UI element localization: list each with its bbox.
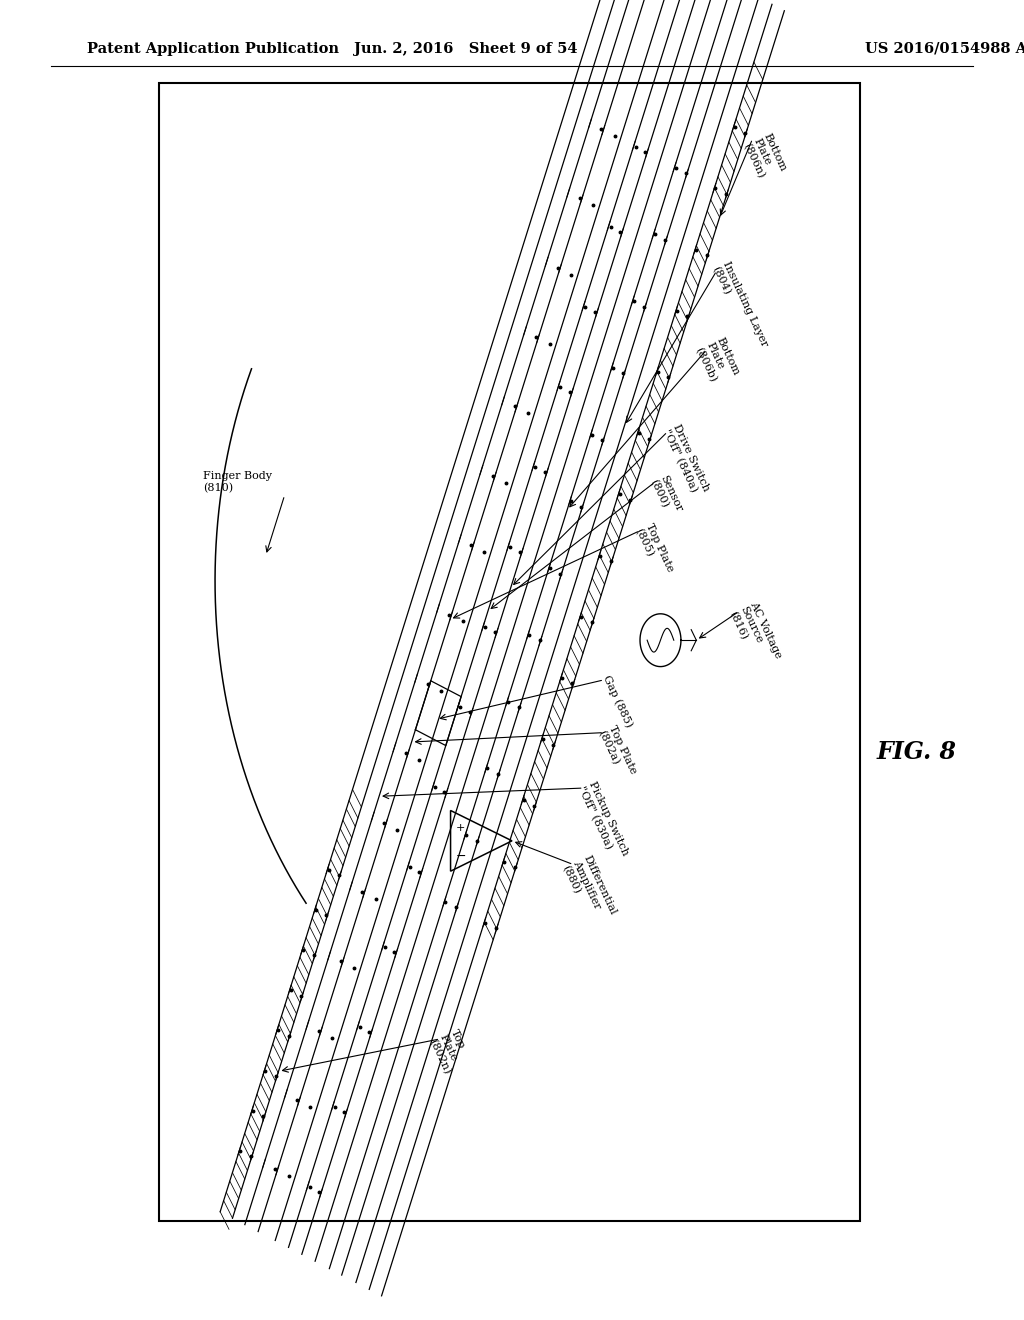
- Text: US 2016/0154988 A1: US 2016/0154988 A1: [865, 42, 1024, 55]
- Text: Bottom
Plate
(806b): Bottom Plate (806b): [693, 337, 741, 388]
- Text: Top Plate
(802a): Top Plate (802a): [596, 723, 638, 780]
- Text: Sensor
(800): Sensor (800): [647, 473, 684, 517]
- Text: +: +: [456, 822, 466, 833]
- Text: FIG. 8: FIG. 8: [877, 741, 956, 764]
- Text: Finger Body
(810): Finger Body (810): [203, 471, 271, 492]
- Text: −: −: [456, 850, 466, 863]
- Text: Gap (885): Gap (885): [601, 673, 635, 729]
- Text: Drive Switch
"Off" (840a): Drive Switch "Off" (840a): [660, 422, 712, 499]
- Text: Patent Application Publication: Patent Application Publication: [87, 42, 339, 55]
- Bar: [159, 83, 860, 1221]
- Text: Insulating Layer
(804): Insulating Layer (804): [710, 259, 769, 352]
- Text: Bottom
Plate
(806n): Bottom Plate (806n): [740, 132, 788, 183]
- Text: Pickup Switch
"Off" (830a): Pickup Switch "Off" (830a): [575, 779, 630, 862]
- Text: AC Voltage
Source
(816): AC Voltage Source (816): [727, 601, 783, 671]
- Text: Top
Plate
(802n): Top Plate (802n): [427, 1028, 473, 1076]
- Text: Top Plate
(805): Top Plate (805): [633, 521, 675, 578]
- Polygon shape: [416, 681, 461, 746]
- Text: Jun. 2, 2016   Sheet 9 of 54: Jun. 2, 2016 Sheet 9 of 54: [354, 42, 578, 55]
- Text: Differential
Amplifier
(880): Differential Amplifier (880): [560, 854, 618, 927]
